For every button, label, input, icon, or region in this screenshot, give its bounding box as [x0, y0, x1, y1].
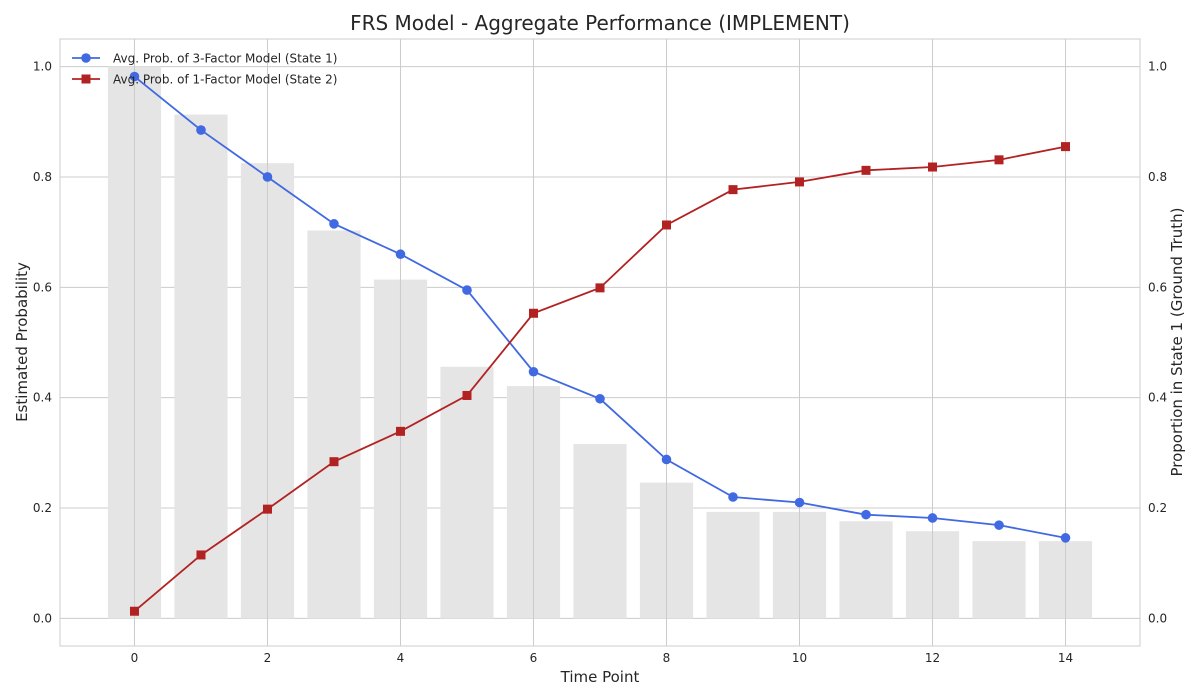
series-1-point	[262, 172, 273, 182]
series-2-point	[129, 606, 139, 616]
series-2-point	[595, 283, 605, 293]
series-2-point	[1061, 142, 1071, 152]
series-1-point	[927, 513, 938, 523]
legend-marker-1	[81, 53, 91, 63]
series-2-point	[728, 185, 738, 195]
chart-title: FRS Model - Aggregate Performance (IMPLE…	[350, 11, 850, 35]
series-2-point	[196, 550, 206, 560]
x-tick-label: 14	[1058, 651, 1073, 665]
series-2-point	[262, 504, 272, 514]
series-1-point	[595, 393, 605, 404]
legend-marker-2	[81, 74, 91, 84]
y-tick-label-right: 0.2	[1148, 501, 1167, 515]
series-1-point	[1060, 533, 1071, 543]
y-tick-label-right: 0.4	[1148, 391, 1167, 405]
ground-truth-bar	[839, 521, 893, 619]
series-2-point	[462, 390, 472, 400]
y-tick-label-left: 0.0	[33, 611, 52, 625]
bar-layer	[107, 39, 1093, 646]
y-tick-label-left: 0.8	[33, 170, 52, 184]
plot-frame	[59, 38, 1141, 647]
y-tick-label-right: 1.0	[1148, 60, 1167, 74]
ground-truth-bar	[972, 541, 1026, 619]
series-1-point	[861, 509, 871, 520]
series-1-point	[728, 492, 738, 502]
x-tick-label: 6	[530, 651, 538, 665]
y-axis-left-label: Estimated Probability	[13, 262, 31, 422]
series-1-point	[661, 454, 672, 465]
series-1-point	[994, 520, 1004, 530]
x-tick-label: 4	[397, 651, 405, 665]
ground-truth-bar	[174, 114, 228, 619]
series-2-point	[861, 165, 871, 175]
series-2-point	[928, 162, 938, 172]
y-tick-label-left: 0.2	[33, 501, 52, 515]
x-tick-label: 0	[131, 651, 139, 665]
legend-entry-2: Avg. Prob. of 1-Factor Model (State 2)	[113, 73, 337, 87]
ground-truth-bar	[573, 444, 627, 619]
x-tick-label: 2	[264, 651, 272, 665]
series-1-point	[528, 366, 539, 377]
y-tick-label-right: 0.8	[1148, 170, 1167, 184]
y-tick-label-left: 1.0	[33, 60, 52, 74]
line-layer	[129, 71, 1071, 616]
x-axis-label: Time Point	[560, 668, 640, 686]
y-tick-label-left: 0.6	[33, 280, 52, 294]
series-1-point	[794, 497, 805, 508]
ground-truth-bar	[440, 366, 494, 619]
y-tick-label-right: 0.6	[1148, 280, 1167, 294]
series-1-point	[129, 71, 140, 82]
series-2-point	[795, 177, 805, 187]
tick-layer: 0 2 4 6 8 10 12 14 0.0 0.0 0.2 0.2 0.4 0.4 0.6 0.6 0.8 0.…	[33, 60, 1167, 665]
y-axis-right-label: Proportion in State 1 (Ground Truth)	[1168, 207, 1186, 476]
legend: Avg. Prob. of 3-Factor Model (State 1) Av…	[72, 52, 337, 87]
ground-truth-bar	[706, 511, 760, 619]
series-2-point	[994, 155, 1004, 165]
series-2-point	[528, 308, 538, 318]
series-1-point	[462, 285, 472, 295]
series-2-point	[329, 457, 339, 467]
series-1-point	[196, 125, 206, 135]
legend-entry-1: Avg. Prob. of 3-Factor Model (State 1)	[113, 52, 337, 66]
ground-truth-bar	[307, 230, 361, 619]
series-2-point	[395, 426, 405, 436]
series-1-point	[395, 249, 406, 260]
x-tick-label: 8	[663, 651, 671, 665]
y-tick-label-left: 0.4	[33, 391, 52, 405]
series-1-point	[329, 219, 339, 229]
series-2-point	[662, 220, 672, 230]
x-tick-label: 10	[792, 651, 807, 665]
x-tick-label: 12	[925, 651, 940, 665]
y-tick-label-right: 0.0	[1148, 611, 1167, 625]
